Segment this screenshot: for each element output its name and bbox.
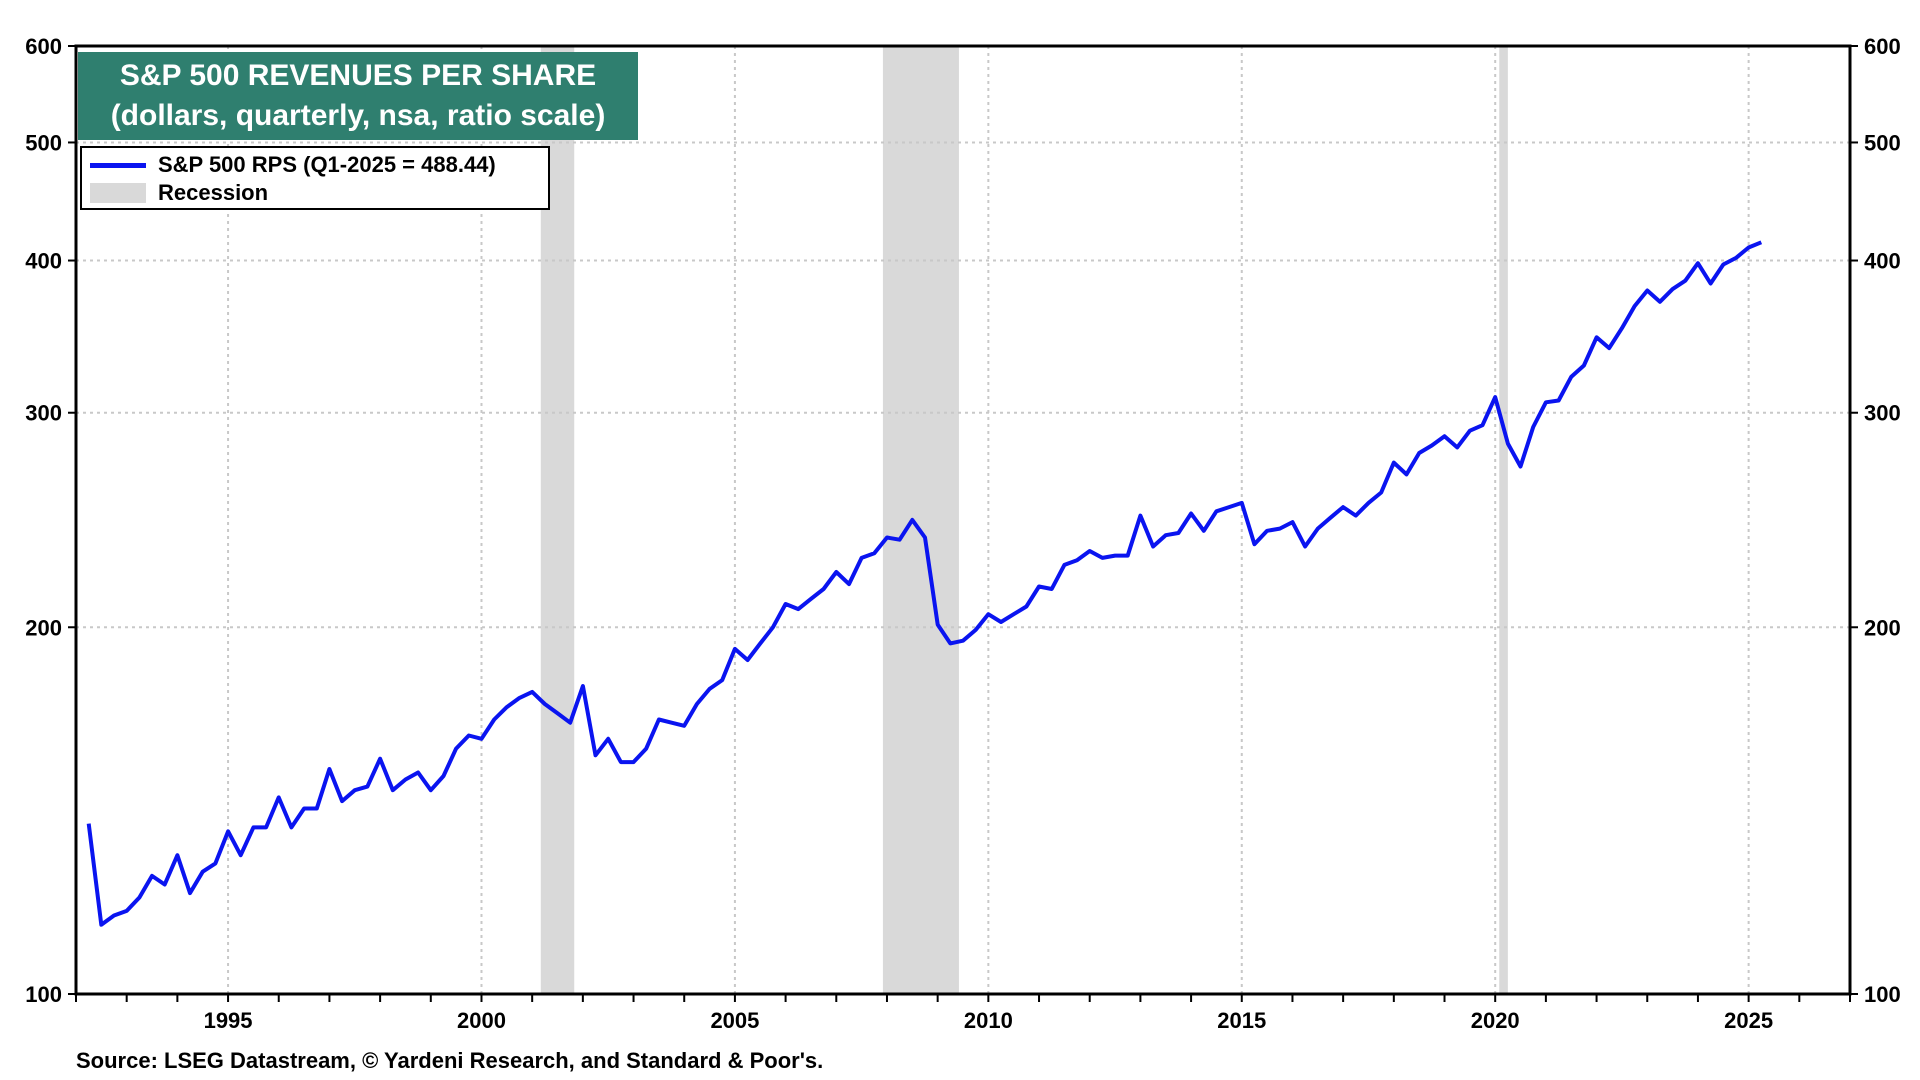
y-tick-label: 400 xyxy=(25,249,62,274)
y-tick-label: 600 xyxy=(25,34,62,59)
series-lines xyxy=(86,240,1763,927)
y-tick-label-right: 400 xyxy=(1864,249,1901,274)
legend-recession-swatch xyxy=(90,183,146,203)
chart-title: S&P 500 REVENUES PER SHARE xyxy=(119,59,597,92)
x-axis: 1995 2000 2005 2010 2015 2020 2025 xyxy=(75,994,1851,1033)
chart-title-box: S&P 500 REVENUES PER SHARE (dollars, qua… xyxy=(78,52,638,140)
x-tick-label: 1995 xyxy=(204,1008,253,1033)
legend-label-rps: S&P 500 RPS (Q1-2025 = 488.44) xyxy=(158,152,496,177)
legend-label-recession: Recession xyxy=(158,180,269,205)
legend-item-recession: Recession xyxy=(90,180,268,206)
x-tick-label: 2020 xyxy=(1471,1008,1520,1033)
y-tick-label: 100 xyxy=(25,982,62,1007)
series-line-rps xyxy=(86,240,1763,927)
y-axis-left: 100 200 300 400 500 600 xyxy=(25,34,76,1007)
recession-bands xyxy=(540,46,1508,994)
y-tick-label-right: 500 xyxy=(1864,130,1901,155)
x-tick-label: 2000 xyxy=(457,1008,506,1033)
legend-line-swatch xyxy=(90,162,146,168)
y-tick-label: 300 xyxy=(25,401,62,426)
y-axis-right: 100 200 300 400 500 600 xyxy=(1850,34,1901,1007)
chart-subtitle: (dollars, quarterly, nsa, ratio scale) xyxy=(110,99,606,132)
y-tick-label-right: 600 xyxy=(1864,34,1901,59)
legend-item-rps: S&P 500 RPS (Q1-2025 = 488.44) xyxy=(90,152,496,178)
x-tick-label: 2025 xyxy=(1724,1008,1773,1033)
x-tick-label: 2015 xyxy=(1217,1008,1266,1033)
y-tick-label: 500 xyxy=(25,130,62,155)
legend: S&P 500 RPS (Q1-2025 = 488.44) Recession xyxy=(80,146,550,210)
x-tick-label: 2010 xyxy=(964,1008,1013,1033)
recession-band xyxy=(1499,46,1508,994)
y-tick-label-right: 200 xyxy=(1864,615,1901,640)
x-tick-label: 2005 xyxy=(710,1008,759,1033)
y-tick-label-right: 100 xyxy=(1864,982,1901,1007)
recession-band xyxy=(882,46,959,994)
y-tick-label-right: 300 xyxy=(1864,401,1901,426)
source-note: Source: LSEG Datastream, © Yardeni Resea… xyxy=(76,1048,824,1073)
y-tick-label: 200 xyxy=(25,615,62,640)
plot-frame xyxy=(74,44,1852,996)
